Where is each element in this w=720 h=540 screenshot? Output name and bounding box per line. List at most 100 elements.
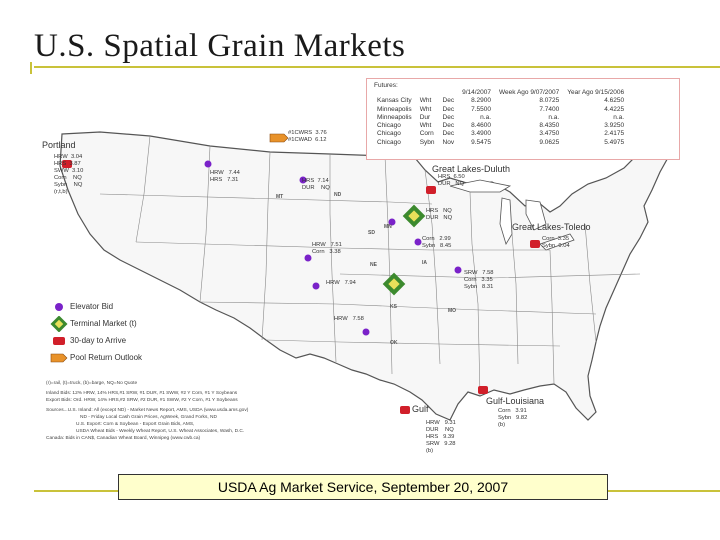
futures-row: Kansas City Wht Dec 8.2900 8.0725 4.6250 <box>373 97 628 105</box>
bid-dots <box>204 160 462 336</box>
futures-header <box>416 89 439 97</box>
futures-cell: Wht <box>419 105 432 113</box>
futures-cell: Dec <box>442 113 455 121</box>
us-outline <box>59 131 673 421</box>
futures-cell: Wht <box>419 97 432 105</box>
state-ks: KS <box>390 304 397 310</box>
lake-superior <box>449 179 512 193</box>
futures-row: Chicago Corn Dec 3.4900 3.4750 2.4175 <box>373 130 628 138</box>
state-ne: NE <box>370 262 377 268</box>
state-nd: ND <box>334 192 342 198</box>
city-gulf-louisiana: Gulf-Louisiana <box>486 396 545 406</box>
bid-il: SRW 7.58 Corn 3.35 Sybn 8.31 <box>464 270 494 290</box>
source-caption: USDA Ag Market Service, September 20, 20… <box>118 474 608 500</box>
futures-cell: Kansas City <box>377 97 412 105</box>
futures-cell: 7.5500 <box>471 105 491 113</box>
bid-toledo: Corn 3.35 Sybn 9.04 <box>542 236 570 249</box>
futures-cell: Chicago <box>377 138 401 146</box>
futures-row: Chicago Wht Dec 8.4600 8.4350 3.9250 <box>373 122 628 130</box>
futures-header: 9/14/2007 <box>462 89 491 96</box>
futures-cell: Chicago <box>377 130 401 138</box>
futures-cell: 9.5475 <box>471 138 491 146</box>
city-portland: Portland <box>42 140 76 150</box>
lake-huron <box>525 199 547 231</box>
bid-gulf-la: Corn 3.91 Sybn 9.82 (b) <box>498 408 528 428</box>
futures-cell: Dec <box>442 122 455 130</box>
state-sd: SD <box>368 230 375 236</box>
futures-cell: n.a. <box>613 113 625 121</box>
state-ia: IA <box>422 260 427 266</box>
legend-pool-label: Pool Return Outlook <box>70 353 143 362</box>
futures-cell: n.a. <box>548 113 560 121</box>
futures-cell: n.a. <box>480 113 491 121</box>
state-borders <box>99 135 641 397</box>
circle-icon <box>48 302 70 312</box>
futures-cell: 9.0625 <box>539 138 560 146</box>
bid-ne: HRW 7.51 Corn 3.38 <box>312 242 342 255</box>
futures-header <box>439 89 459 97</box>
futures-cell: Minneapolis <box>377 105 412 113</box>
state-ok: OK <box>390 340 398 346</box>
bid-nd: HRS 7.14 DUR NQ <box>302 178 330 191</box>
bid-duluth: HRS 6.50 DUR NQ <box>438 174 465 187</box>
futures-header: Week Ago 9/07/2007 <box>499 89 560 96</box>
legend-arrive-label: 30-day to Arrive <box>70 336 127 345</box>
note-line: Canada: Bids in CAN$, Canadian Wheat Boa… <box>46 436 201 441</box>
note-line: USDA Wheat Bids - Weekly Wheat Report, U… <box>76 429 245 434</box>
futures-table: 9/14/2007 Week Ago 9/07/2007 Year Ago 9/… <box>373 89 628 147</box>
state-mt: MT <box>276 194 284 200</box>
diamond-icon <box>48 315 70 332</box>
lake-erie <box>539 233 575 251</box>
arrive-markers <box>62 160 540 414</box>
map-legend: Elevator Bid Terminal Market (t) 30-day … <box>48 298 142 366</box>
city-duluth: Great Lakes-Duluth <box>432 164 511 174</box>
futures-cell: Sybn <box>419 138 435 146</box>
pool-return-marker <box>269 133 289 143</box>
tag-icon <box>48 353 70 363</box>
legend-elevator: Elevator Bid <box>48 298 142 315</box>
arrive-duluth <box>426 186 436 194</box>
futures-cell: Corn <box>419 130 434 138</box>
legend-pool: Pool Return Outlook <box>48 349 142 366</box>
futures-cell: Minneapolis <box>377 113 412 121</box>
futures-cell: 4.4225 <box>604 105 625 113</box>
bid-mt: HRW 7.44 HRS 7.31 <box>210 170 240 183</box>
lake-michigan <box>499 197 513 245</box>
futures-panel: Futures: 9/14/2007 Week Ago 9/07/2007 Ye… <box>366 78 680 160</box>
futures-cell: 8.4600 <box>471 122 491 130</box>
futures-cell: 3.9250 <box>604 122 625 130</box>
futures-cell: Wht <box>419 122 432 130</box>
bid-gulf: HRW 9.31 DUR NQ HRS 9.39 SRW 9.28 (b) <box>426 420 456 454</box>
bid-mn: HRS NQ DUR NQ <box>426 208 453 221</box>
futures-row: Minneapolis Wht Dec 7.5500 7.7400 4.4225 <box>373 106 628 114</box>
futures-row: Minneapolis Dur Dec n.a. n.a. n.a. <box>373 114 628 122</box>
us-map-outline <box>59 131 673 421</box>
arrive-gulf-la <box>478 386 488 394</box>
futures-cell: 2.4175 <box>604 130 625 138</box>
futures-cell: 3.4900 <box>471 130 491 138</box>
futures-cell: 8.0725 <box>539 97 560 105</box>
state-mn: MN <box>384 224 392 230</box>
title-underline <box>34 66 720 68</box>
dot-il <box>454 266 462 274</box>
legend-terminal-label: Terminal Market (t) <box>70 319 137 328</box>
us-map: Portland Great Lakes-Duluth Great Lakes-… <box>40 74 692 454</box>
futures-row: Chicago Sybn Nov 9.5475 9.0625 5.4975 <box>373 139 628 147</box>
futures-cell: Dur <box>419 113 431 121</box>
legend-arrive: 30-day to Arrive <box>48 332 142 349</box>
futures-cell: 5.4975 <box>604 138 625 146</box>
dot-ok <box>362 328 370 336</box>
arrive-gulf <box>400 406 410 414</box>
futures-cell: Nov <box>442 138 455 146</box>
city-gulf: Gulf <box>412 404 429 414</box>
note-line: Export Bids: Ord. HRW, 14% HRS,#2 SRW, #… <box>46 398 238 403</box>
futures-cell: 4.6250 <box>604 97 625 105</box>
legend-terminal: Terminal Market (t) <box>48 315 142 332</box>
bid-portland: HRW 3.04 HRS 3.87 SWW 3.10 Corn NQ Sybn … <box>54 154 84 195</box>
futures-cell: 8.2900 <box>471 97 491 105</box>
futures-cell: 8.4350 <box>539 122 560 130</box>
arrive-portland <box>62 160 72 168</box>
legend-elevator-label: Elevator Bid <box>70 302 114 311</box>
futures-header: Year Ago 9/15/2006 <box>567 89 625 96</box>
city-toledo: Great Lakes-Toledo <box>512 222 591 232</box>
